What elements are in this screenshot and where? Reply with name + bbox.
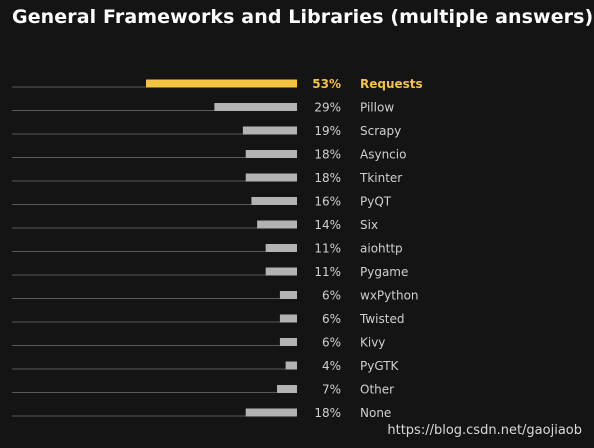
category-label: aiohttp [360,242,403,256]
bar-none [245,408,297,417]
value-label: 19% [314,124,341,138]
watermark: https://blog.csdn.net/gaojiaob [387,423,582,438]
category-label: Pillow [360,101,394,115]
value-label: 53% [312,77,341,91]
value-label: 6% [322,336,341,350]
value-label: 16% [314,195,341,209]
bar-tkinter [245,173,297,182]
category-label: Six [360,218,378,232]
value-label: 18% [314,406,341,420]
bar-other [277,385,297,393]
bar-requests [146,79,297,88]
bar-pygtk [285,361,297,370]
value-label: 18% [314,148,341,162]
value-label: 6% [322,289,341,303]
category-label: PyQT [360,195,392,209]
category-label: Other [360,383,394,397]
bar-pillow [214,103,297,111]
category-label: wxPython [360,289,419,303]
value-label: 6% [322,312,341,326]
category-label: Asyncio [360,148,406,162]
bar-wxpython [279,291,297,299]
category-label: Kivy [360,336,385,350]
category-label: PyGTK [360,359,400,373]
value-label: 29% [314,101,341,115]
value-label: 11% [314,265,341,279]
value-label: 18% [314,171,341,185]
category-label: None [360,406,391,420]
category-label: Scrapy [360,124,401,138]
category-label: Tkinter [359,171,402,185]
value-label: 11% [314,242,341,256]
value-label: 14% [314,218,341,232]
bar-pygame [265,267,297,276]
category-label: Requests [360,77,423,91]
category-label: Pygame [360,265,408,279]
value-label: 4% [322,359,341,373]
bar-asyncio [245,150,297,158]
bar-twisted [279,314,297,323]
chart-title: General Frameworks and Libraries (multip… [12,6,594,28]
bar-pyqt [251,197,297,205]
bar-aiohttp [265,244,297,252]
category-label: Twisted [359,312,404,326]
bar-six [257,220,297,229]
value-label: 7% [322,383,341,397]
bar-scrapy [242,126,297,135]
bar-kivy [279,338,297,346]
